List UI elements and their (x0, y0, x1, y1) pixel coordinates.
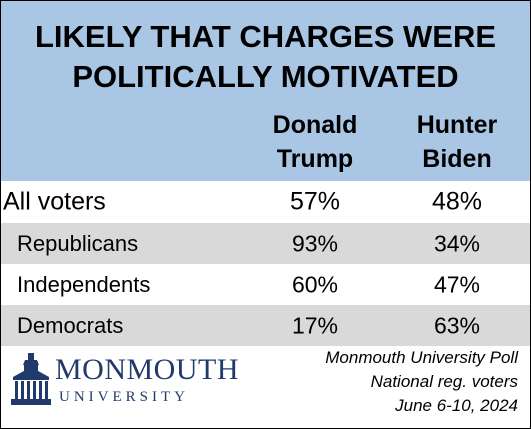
row-label: All voters (3, 187, 106, 215)
value-hunter-biden: 48% (431, 187, 483, 215)
value-donald-trump: 60% (291, 271, 339, 297)
source-note: Monmouth University Poll National reg. v… (325, 346, 518, 418)
logo-subtitle: UNIVERSITY (59, 389, 189, 405)
source-line: National reg. voters (370, 372, 518, 391)
column-header-line-1: Hunter (416, 111, 498, 139)
column-header-hunter-biden: Hunter Biden (397, 108, 517, 176)
source-line: June 6-10, 2024 (395, 396, 518, 415)
monmouth-logo: MONMOUTH UNIVERSITY (11, 353, 251, 409)
table-row-republicans: Republicans 93% 34% (1, 223, 530, 264)
column-header-line-2: Trump (276, 145, 354, 173)
table-header: LIKELY THAT CHARGES WERE POLITICALLY MOT… (1, 1, 530, 181)
value-hunter-biden: 47% (433, 271, 481, 297)
value-donald-trump: 93% (291, 230, 339, 256)
table-row-all-voters: All voters 57% 48% (1, 181, 530, 222)
value-donald-trump: 17% (291, 312, 339, 338)
column-header-donald-trump: Donald Trump (255, 108, 375, 176)
column-header-line-1: Donald (272, 111, 358, 139)
logo-name: MONMOUTH (55, 353, 239, 386)
table-row-democrats: Democrats 17% 63% (1, 305, 530, 346)
column-header-line-2: Biden (422, 145, 492, 173)
value-hunter-biden: 34% (433, 230, 481, 256)
row-label: Independents (17, 271, 151, 297)
title-line-1: LIKELY THAT CHARGES WERE (34, 19, 497, 54)
value-donald-trump: 57% (289, 187, 341, 215)
building-icon (11, 353, 51, 405)
value-hunter-biden: 63% (433, 312, 481, 338)
row-label: Republicans (17, 230, 139, 256)
source-line: Monmouth University Poll (325, 348, 518, 367)
row-label: Democrats (17, 312, 124, 338)
table-row-independents: Independents 60% 47% (1, 264, 530, 305)
title-line-2: POLITICALLY MOTIVATED (72, 59, 459, 94)
